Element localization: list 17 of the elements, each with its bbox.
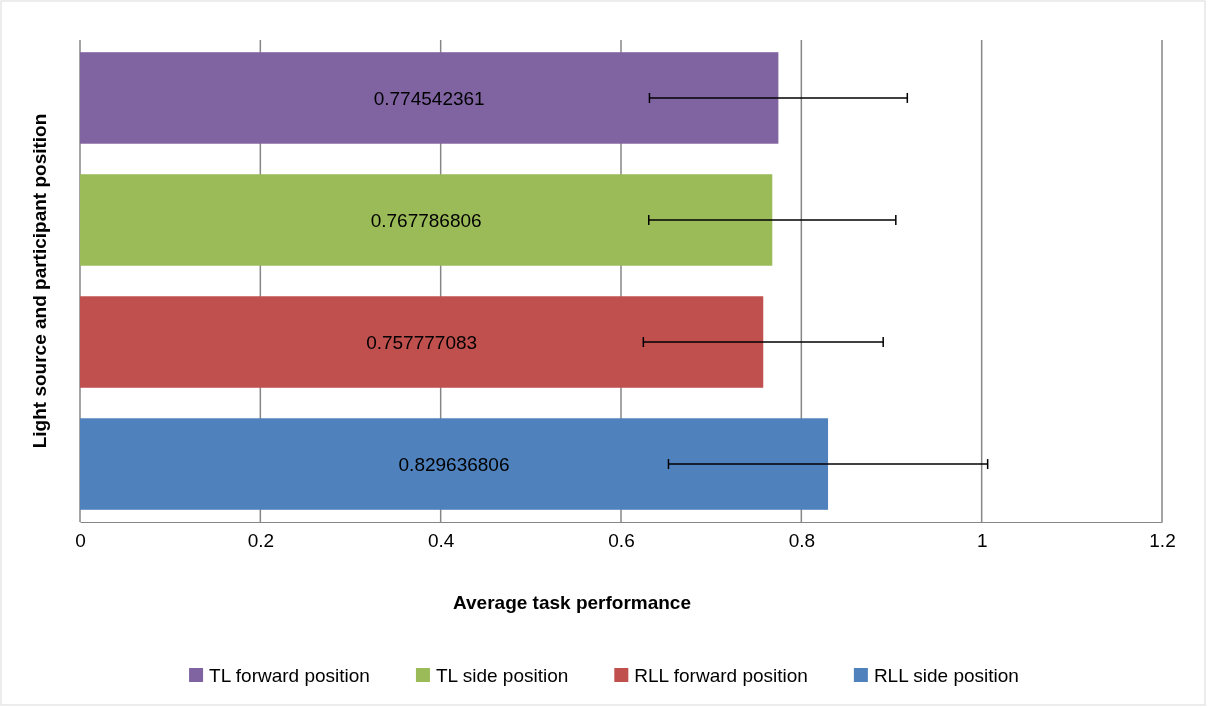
data-label: 0.774542361 [373,87,485,109]
data-label: 0.767786806 [370,209,482,231]
x-tick-label: 0.2 [247,530,275,552]
legend-label: RLL forward position [634,664,808,686]
x-tick-label: 0.8 [788,530,816,552]
legend-label: TL side position [435,664,569,686]
y-axis-title: Light source and participant position [29,113,50,449]
x-tick-label: 1 [976,530,988,552]
data-label: 0.757777083 [366,331,478,353]
x-tick-label: 1.2 [1149,530,1176,552]
x-tick-label: 0.6 [608,530,635,552]
data-label: 0.829636806 [398,453,510,475]
x-tick-label: 0.4 [427,530,455,552]
x-tick-label: 0 [75,530,86,552]
x-axis-title: Average task performance [453,592,691,613]
legend-label: TL forward position [209,664,370,686]
legend-label: RLL side position [873,664,1019,686]
